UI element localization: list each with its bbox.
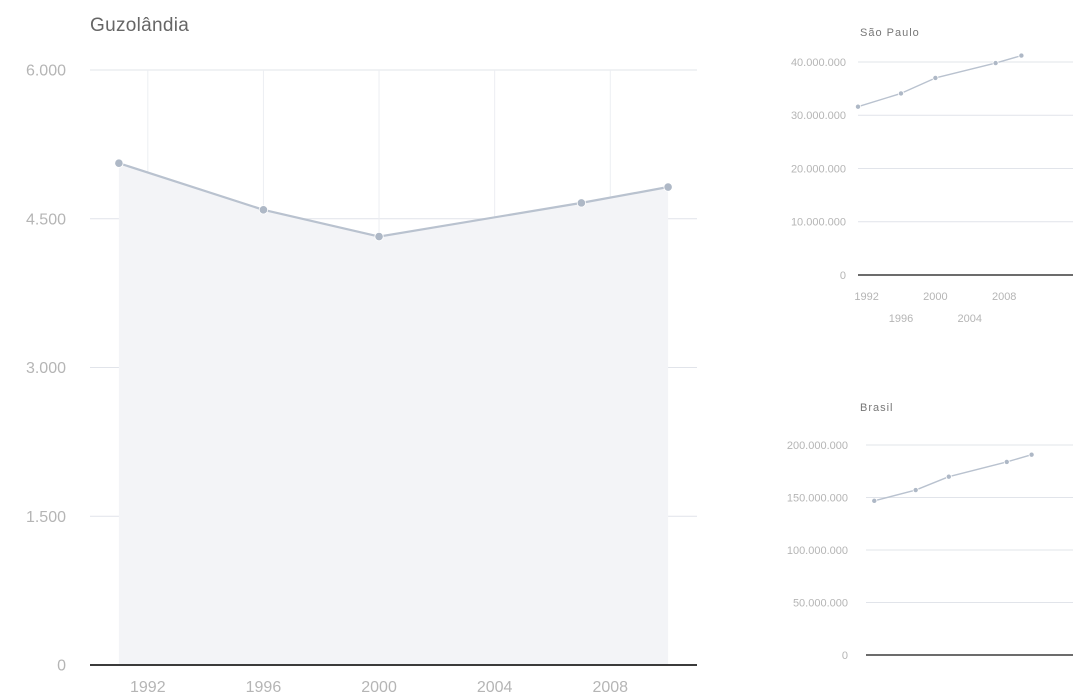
y-tick-label: 200.000.000 (787, 440, 848, 452)
data-point (992, 60, 999, 67)
chart-title: São Paulo (860, 27, 920, 39)
y-tick-label: 1.500 (26, 509, 66, 526)
x-tick-label: 1992 (854, 291, 878, 303)
x-tick-label: 2000 (923, 291, 947, 303)
guzolandia-chart: Guzolândia 0 1.500 3.000 4.500 6.000 1992 1996 2… (26, 15, 697, 696)
data-point (898, 90, 905, 97)
x-tick-label: 2004 (477, 679, 513, 696)
data-point (576, 198, 586, 208)
x-tick-label: 1996 (889, 313, 913, 325)
data-point (932, 74, 939, 81)
data-point (871, 497, 878, 504)
data-point (374, 232, 384, 242)
x-tick-label: 2008 (992, 291, 1016, 303)
data-point (258, 205, 269, 215)
data-point (1018, 52, 1025, 59)
x-tick-label: 2008 (592, 679, 628, 696)
y-tick-label: 10.000.000 (791, 217, 846, 229)
data-point (912, 487, 919, 494)
brasil-chart: Brasil 0 50.000.000 100.000.000 150.000.000 2… (787, 402, 1073, 662)
data-point (1003, 458, 1010, 465)
y-tick-label: 3.000 (26, 360, 66, 377)
y-tick-label: 100.000.000 (787, 545, 848, 557)
y-tick-label: 6.000 (26, 63, 66, 80)
y-tick-label: 30.000.000 (791, 110, 846, 122)
x-tick-label: 2004 (958, 313, 982, 325)
data-point (114, 158, 124, 168)
x-tick-label: 1996 (246, 679, 282, 696)
y-tick-label: 0 (840, 270, 846, 282)
y-tick-label: 50.000.000 (793, 597, 848, 609)
series-area (118, 163, 669, 665)
y-tick-label: 150.000.000 (787, 492, 848, 504)
data-point (1028, 451, 1035, 458)
y-tick-label: 0 (842, 650, 848, 662)
y-tick-label: 20.000.000 (791, 163, 846, 175)
y-tick-label: 4.500 (26, 211, 66, 228)
chart-title: Guzolândia (90, 15, 189, 36)
y-tick-label: 0 (57, 658, 66, 675)
sao-paulo-chart: São Paulo 0 10.000.000 20.000.000 30.000.000… (791, 27, 1073, 325)
chart-title: Brasil (860, 402, 894, 414)
x-tick-label: 2000 (361, 679, 397, 696)
data-point (945, 473, 952, 480)
x-tick-label: 1992 (130, 679, 166, 696)
data-point (855, 103, 862, 110)
y-tick-label: 40.000.000 (791, 57, 846, 69)
data-point (663, 182, 673, 192)
